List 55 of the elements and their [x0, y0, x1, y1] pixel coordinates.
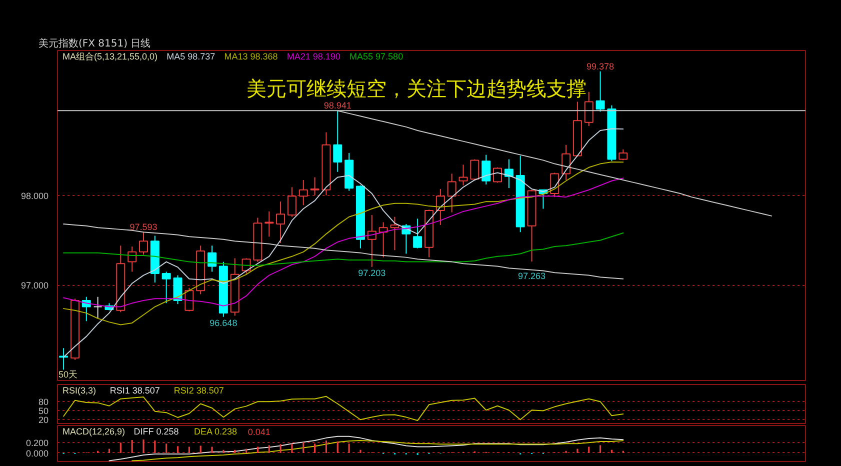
y-tick-label: 80 — [38, 396, 49, 407]
text: MA13 98.368 — [224, 52, 278, 62]
candlestick — [287, 186, 296, 218]
line-series — [132, 440, 624, 462]
y-tick-label: 50 — [38, 406, 49, 416]
candlestick — [184, 287, 194, 312]
series-label: DIFF 0.258 — [134, 426, 179, 436]
text: MA5 98.737 — [166, 52, 216, 62]
candlestick — [264, 210, 274, 238]
candlestick — [128, 246, 137, 272]
candlestick — [298, 179, 308, 206]
y-tick-label: 97.000 — [20, 280, 49, 291]
y-tick-label: 20 — [38, 415, 49, 426]
line-series — [63, 224, 624, 280]
series-label: RSI2 38.507 — [174, 386, 224, 396]
series-label: 0.041 — [248, 427, 270, 437]
annotation: 98.941 — [324, 100, 352, 111]
candlestick — [162, 271, 171, 304]
annotation: 97.263 — [518, 270, 546, 281]
annotation: 50天 — [58, 370, 78, 380]
text: MA21 98.190 — [286, 52, 340, 62]
candlestick — [504, 158, 514, 189]
series-label: DEA 0.238 — [194, 426, 237, 436]
chart-title: 美元指数(FX 8151) 日线 — [38, 38, 151, 50]
line-series — [63, 162, 624, 326]
candlestick — [208, 245, 217, 272]
text: MA55 97.580 — [350, 52, 404, 62]
legend-title: RSI(3,3) — [62, 386, 96, 396]
candlestick — [276, 201, 286, 244]
candlestick — [390, 216, 400, 251]
candlestick — [138, 231, 148, 256]
candlestick — [482, 154, 491, 185]
y-tick-label: 0.000 — [26, 448, 49, 458]
annotation: 美元可继续短空，关注下边趋势线支撑 — [246, 76, 587, 100]
legend-title: MA组合(5,13,21,55,0,0) — [62, 52, 158, 62]
candlestick — [59, 348, 68, 370]
legend-title: MACD(12,26,9) — [62, 426, 126, 436]
candlestick — [93, 296, 102, 319]
candlestick — [458, 164, 468, 186]
candlestick — [584, 91, 594, 127]
candlestick — [310, 176, 320, 196]
line-series — [63, 396, 624, 422]
y-tick-label: 0.200 — [26, 438, 49, 448]
legend-label: RSI1 38.507 — [110, 386, 160, 396]
candlestick — [333, 110, 342, 172]
annotation: 99.378 — [586, 61, 614, 72]
candlestick — [413, 218, 422, 249]
y-tick-label: 98.000 — [20, 190, 49, 201]
line-series — [108, 436, 624, 462]
candlestick — [367, 214, 376, 268]
candlestick — [447, 173, 456, 213]
candlestick — [596, 70, 605, 112]
annotation: 96.648 — [210, 318, 238, 328]
annotation: 97.203 — [358, 268, 386, 278]
annotation: 97.593 — [130, 222, 158, 232]
